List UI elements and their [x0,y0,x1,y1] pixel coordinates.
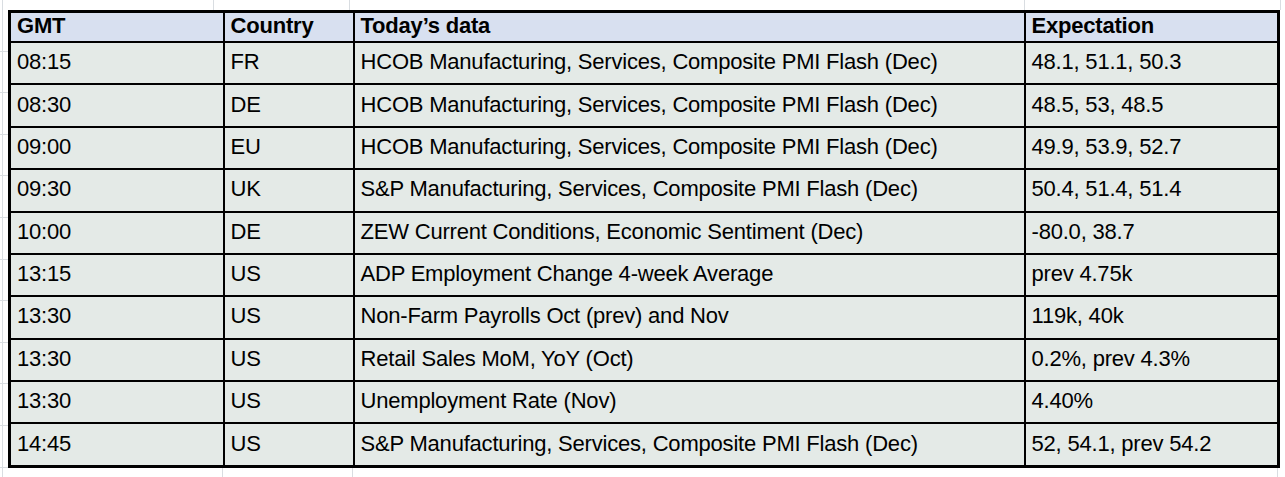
cell-country: US [224,296,354,338]
cell-gmt: 10:00 [10,212,224,254]
cell-expectation: 50.4, 51.4, 51.4 [1025,169,1279,211]
gridline [213,0,214,10]
cell-country: US [224,339,354,381]
cell-todays_data: HCOB Manufacturing, Services, Composite … [354,84,1025,126]
table-body: 08:15FRHCOB Manufacturing, Services, Com… [10,42,1279,467]
cell-gmt: 09:00 [10,127,224,169]
cell-expectation: 49.9, 53.9, 52.7 [1025,127,1279,169]
cell-country: DE [224,212,354,254]
cell-todays_data: ZEW Current Conditions, Economic Sentime… [354,212,1025,254]
cell-expectation: 4.40% [1025,381,1279,423]
cell-gmt: 09:30 [10,169,224,211]
cell-expectation: -80.0, 38.7 [1025,212,1279,254]
cell-expectation: 0.2%, prev 4.3% [1025,339,1279,381]
column-header-gmt: GMT [10,12,224,43]
cell-todays_data: Non-Farm Payrolls Oct (prev) and Nov [354,296,1025,338]
table-row: 09:00EUHCOB Manufacturing, Services, Com… [10,127,1279,169]
cell-expectation: 119k, 40k [1025,296,1279,338]
table-row: 13:30USUnemployment Rate (Nov)4.40% [10,381,1279,423]
cell-gmt: 13:15 [10,254,224,296]
cell-expectation: prev 4.75k [1025,254,1279,296]
spreadsheet-canvas: GMTCountryToday’s dataExpectation 08:15F… [0,0,1285,477]
cell-country: UK [224,169,354,211]
cell-country: FR [224,42,354,84]
column-header-expectation: Expectation [1025,12,1279,43]
cell-country: DE [224,84,354,126]
cell-todays_data: HCOB Manufacturing, Services, Composite … [354,127,1025,169]
cell-todays_data: S&P Manufacturing, Services, Composite P… [354,423,1025,466]
table-row: 13:15USADP Employment Change 4-week Aver… [10,254,1279,296]
cell-country: US [224,423,354,466]
table-row: 08:15FRHCOB Manufacturing, Services, Com… [10,42,1279,84]
column-header-todays_data: Today’s data [354,12,1025,43]
cell-expectation: 48.5, 53, 48.5 [1025,84,1279,126]
gridline [1024,0,1025,10]
gridline [349,0,350,10]
cell-gmt: 13:30 [10,381,224,423]
table-row: 14:45USS&P Manufacturing, Services, Comp… [10,423,1279,466]
gridline [1277,468,1278,477]
header-row: GMTCountryToday’s dataExpectation [10,12,1279,43]
cell-todays_data: HCOB Manufacturing, Services, Composite … [354,42,1025,84]
economic-calendar-table: GMTCountryToday’s dataExpectation 08:15F… [8,10,1280,468]
cell-todays_data: ADP Employment Change 4-week Average [354,254,1025,296]
cell-expectation: 52, 54.1, prev 54.2 [1025,423,1279,466]
cell-gmt: 08:15 [10,42,224,84]
cell-gmt: 14:45 [10,423,224,466]
table-row: 09:30UKS&P Manufacturing, Services, Comp… [10,169,1279,211]
cell-gmt: 13:30 [10,296,224,338]
table-row: 08:30DEHCOB Manufacturing, Services, Com… [10,84,1279,126]
gridline [352,468,353,477]
table-row: 10:00DEZEW Current Conditions, Economic … [10,212,1279,254]
cell-todays_data: Unemployment Rate (Nov) [354,381,1025,423]
cell-todays_data: S&P Manufacturing, Services, Composite P… [354,169,1025,211]
table-row: 13:30USRetail Sales MoM, YoY (Oct)0.2%, … [10,339,1279,381]
gridline [1280,0,1281,10]
column-header-country: Country [224,12,354,43]
cell-country: US [224,381,354,423]
cell-gmt: 13:30 [10,339,224,381]
cell-todays_data: Retail Sales MoM, YoY (Oct) [354,339,1025,381]
table-row: 13:30USNon-Farm Payrolls Oct (prev) and … [10,296,1279,338]
gridline [2,0,3,477]
cell-country: EU [224,127,354,169]
cell-gmt: 08:30 [10,84,224,126]
cell-expectation: 48.1, 51.1, 50.3 [1025,42,1279,84]
cell-country: US [224,254,354,296]
gridline [222,468,223,477]
